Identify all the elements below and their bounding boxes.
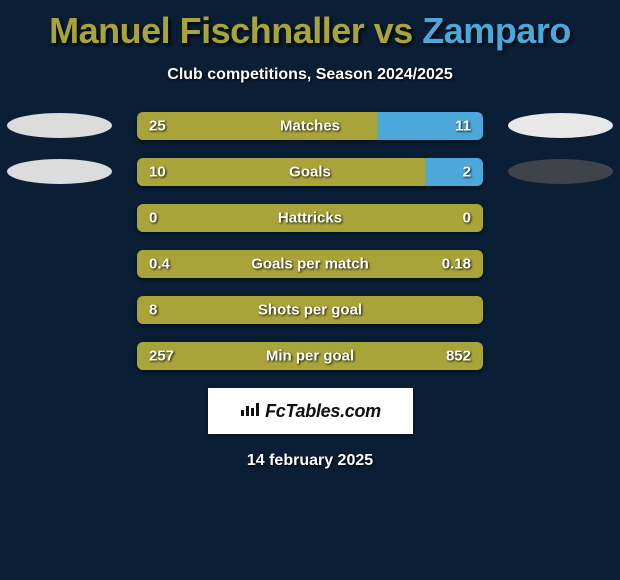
bar-track: 8 Shots per goal: [137, 296, 483, 324]
ellipse-left-icon: [7, 159, 112, 184]
stat-label: Matches: [137, 118, 483, 135]
vs-separator: vs: [364, 10, 422, 51]
player1-name: Manuel Fischnaller: [49, 10, 364, 51]
stat-row-shots-per-goal: 8 Shots per goal: [137, 296, 483, 324]
comparison-title: Manuel Fischnaller vs Zamparo: [0, 0, 620, 52]
stat-label: Shots per goal: [137, 302, 483, 319]
ellipse-left-icon: [7, 113, 112, 138]
bar-track: 25 Matches 11: [137, 112, 483, 140]
stats-bars: 25 Matches 11 10 Goals 2 0 Hattricks 0: [0, 112, 620, 370]
ellipse-right-icon: [508, 159, 613, 184]
logo-box[interactable]: FcTables.com: [208, 388, 413, 434]
stat-value-right: 2: [463, 164, 471, 181]
stat-row-goals-per-match: 0.4 Goals per match 0.18: [137, 250, 483, 278]
stat-row-matches: 25 Matches 11: [137, 112, 483, 140]
date-text: 14 february 2025: [0, 452, 620, 470]
stat-value-right: 11: [455, 118, 471, 135]
logo-text: FcTables.com: [265, 401, 381, 422]
stat-label: Goals: [137, 164, 483, 181]
chart-icon: [239, 400, 261, 423]
player2-name: Zamparo: [422, 10, 571, 51]
stat-value-right: 0: [463, 210, 471, 227]
subtitle: Club competitions, Season 2024/2025: [0, 66, 620, 84]
bar-track: 0 Hattricks 0: [137, 204, 483, 232]
stat-label: Min per goal: [137, 348, 483, 365]
stat-label: Hattricks: [137, 210, 483, 227]
bar-track: 10 Goals 2: [137, 158, 483, 186]
stat-row-goals: 10 Goals 2: [137, 158, 483, 186]
stat-row-min-per-goal: 257 Min per goal 852: [137, 342, 483, 370]
stat-label: Goals per match: [137, 256, 483, 273]
bar-track: 0.4 Goals per match 0.18: [137, 250, 483, 278]
stat-row-hattricks: 0 Hattricks 0: [137, 204, 483, 232]
bar-track: 257 Min per goal 852: [137, 342, 483, 370]
ellipse-right-icon: [508, 113, 613, 138]
stat-value-right: 0.18: [442, 256, 471, 273]
stat-value-right: 852: [446, 348, 471, 365]
